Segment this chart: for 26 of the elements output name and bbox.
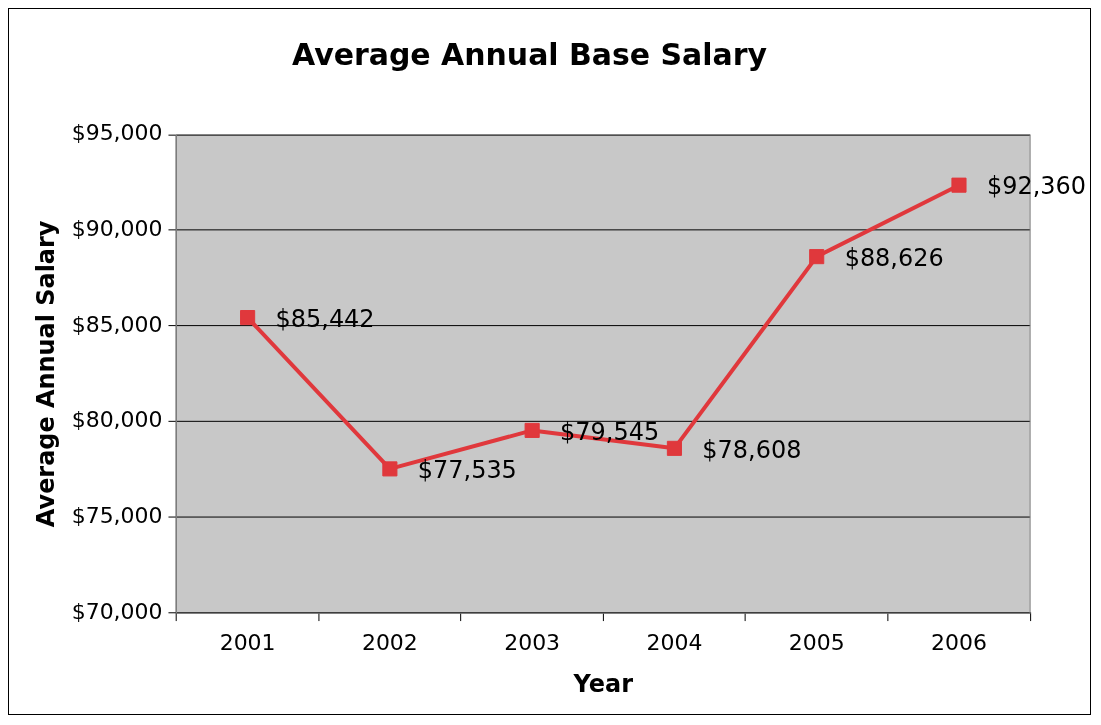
point — [951, 177, 967, 193]
y-tick-label: $90,000 — [71, 216, 163, 242]
point — [382, 461, 398, 477]
point — [524, 422, 540, 438]
x-tick-label: 2005 — [788, 629, 845, 655]
text: $78,608 — [702, 435, 802, 464]
chart-title: Average Annual Base Salary — [292, 36, 767, 72]
y-tick-label: $80,000 — [71, 407, 163, 433]
y-axis-title: Average Annual Salary — [31, 220, 60, 528]
point — [666, 440, 682, 456]
x-axis-title: Year — [572, 669, 634, 698]
y-tick-label: $85,000 — [71, 311, 163, 337]
text: $88,626 — [844, 243, 944, 272]
y-tick-label: $75,000 — [71, 503, 163, 529]
point — [240, 310, 256, 326]
x-tick-label: 2003 — [504, 629, 561, 655]
y-tick-label: $95,000 — [71, 120, 163, 146]
point — [809, 249, 825, 265]
text: $79,545 — [560, 417, 660, 446]
x-tick-label: 2002 — [361, 629, 418, 655]
x-tick-label: 2004 — [646, 629, 703, 655]
text: $92,360 — [986, 172, 1086, 201]
y-tick-label: $70,000 — [71, 598, 163, 624]
x-tick-label: 2006 — [931, 629, 987, 655]
x-tick-label: 2001 — [219, 629, 276, 655]
text: $77,535 — [417, 456, 517, 485]
